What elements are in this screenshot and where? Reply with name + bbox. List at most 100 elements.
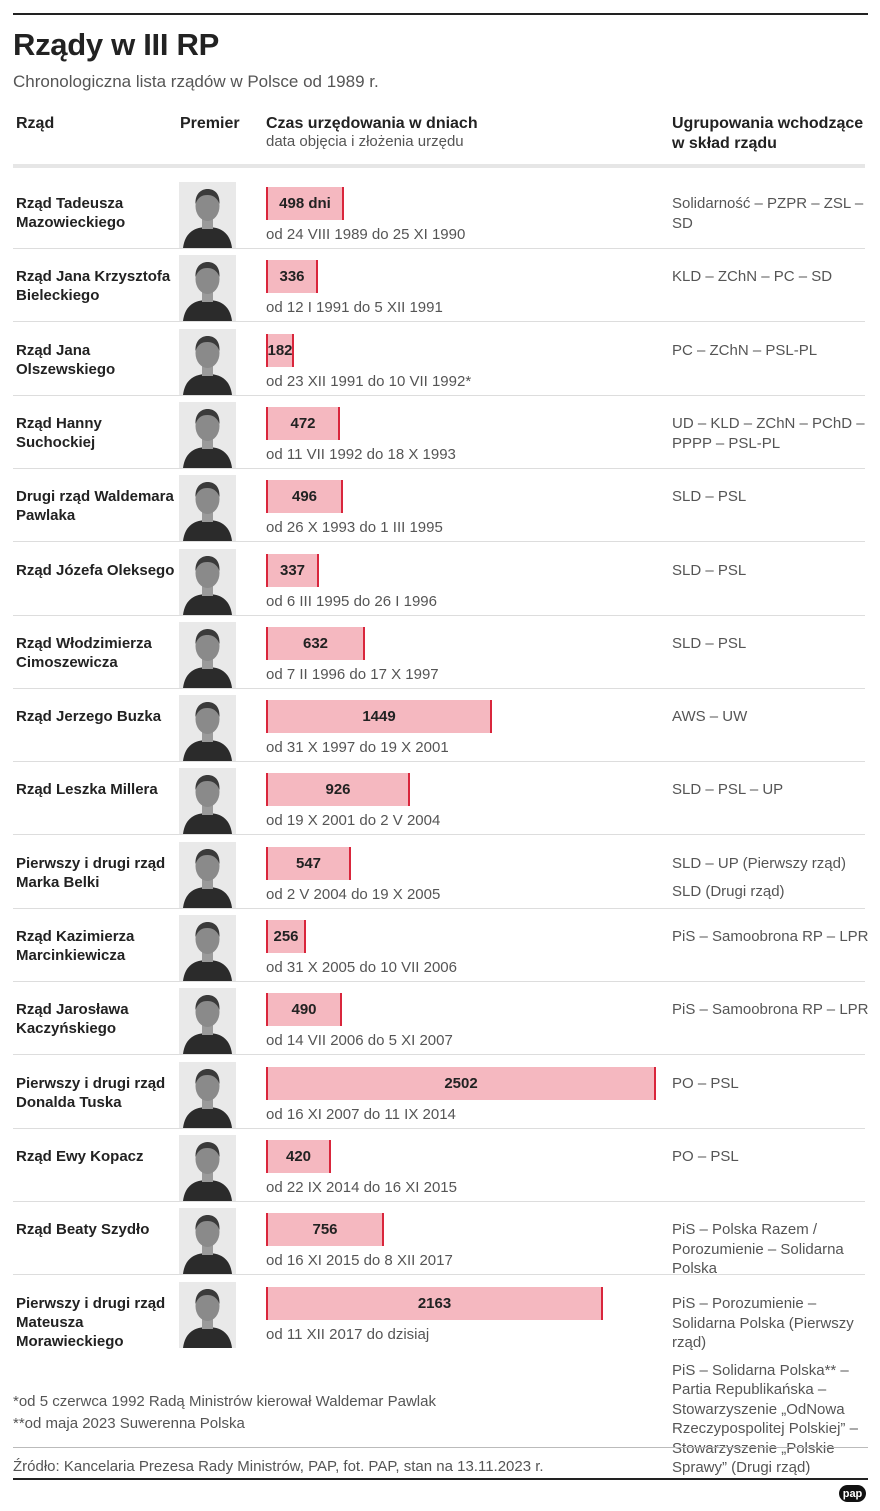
party-list: SLD – PSL bbox=[672, 562, 747, 579]
row-divider bbox=[13, 468, 865, 469]
duration-label: 2163 bbox=[417, 1295, 452, 1312]
coalition-parties: AWS – UW bbox=[672, 707, 872, 735]
duration-label: 926 bbox=[325, 781, 351, 798]
term-dates: od 11 XII 2017 do dzisiaj bbox=[266, 1326, 430, 1343]
row-divider bbox=[13, 1128, 865, 1129]
government-name: Rząd Jarosława Kaczyńskiego bbox=[16, 1001, 129, 1037]
government-name: Rząd Włodzimierza Cimoszewicza bbox=[16, 635, 152, 671]
source-rule bbox=[13, 1447, 868, 1448]
duration-label: 490 bbox=[291, 1001, 317, 1018]
premier-photo bbox=[179, 768, 236, 834]
term-dates: od 6 III 1995 do 26 I 1996 bbox=[266, 593, 437, 610]
party-list: SLD – PSL bbox=[672, 488, 747, 505]
party-list: SLD – UP (Pierwszy rząd) bbox=[672, 855, 846, 872]
term-dates: od 31 X 2005 do 10 VII 2006 bbox=[266, 959, 457, 976]
party-list: PiS – Samoobrona RP – LPR bbox=[672, 1001, 869, 1018]
footnote-1: *od 5 czerwca 1992 Radą Ministrów kierow… bbox=[13, 1393, 436, 1410]
duration-label: 547 bbox=[295, 855, 322, 872]
duration-bar: 490 bbox=[266, 993, 342, 1026]
row-divider bbox=[13, 688, 865, 689]
coalition-parties: SLD – PSL – UP bbox=[672, 780, 872, 808]
duration-bar: 632 bbox=[266, 627, 365, 660]
coalition-parties: SLD – UP (Pierwszy rząd) SLD (Drugi rząd) bbox=[672, 854, 872, 909]
duration-bar: 496 bbox=[266, 480, 343, 513]
coalition-parties: PiS – Polska Razem / Porozumienie – Soli… bbox=[672, 1220, 872, 1287]
duration-bar: 926 bbox=[266, 773, 410, 806]
party-list: PiS – Polska Razem / Porozumienie – Soli… bbox=[672, 1221, 844, 1277]
government-name: Rząd Hanny Suchockiej bbox=[16, 415, 102, 451]
source-note: Źródło: Kancelaria Prezesa Rady Ministró… bbox=[13, 1458, 544, 1475]
top-rule bbox=[13, 13, 868, 15]
coalition-parties: Solidarność – PZPR – ZSL – SD bbox=[672, 194, 872, 241]
premier-photo bbox=[179, 695, 236, 761]
duration-label: 337 bbox=[279, 562, 306, 579]
duration-label: 1449 bbox=[362, 708, 396, 725]
government-table: Rząd Tadeusza Mazowieckiego 498 dni od 24 … bbox=[13, 182, 872, 1476]
row-divider bbox=[13, 615, 865, 616]
coalition-parties: PiS – Porozumienie – Solidarna Polska (P… bbox=[672, 1294, 872, 1486]
government-name: Pierwszy i drugi rząd Mateusza Morawieck… bbox=[16, 1295, 166, 1350]
duration-label: 472 bbox=[290, 415, 316, 432]
duration-bar: 256 bbox=[266, 920, 306, 953]
premier-photo bbox=[179, 842, 236, 908]
party-list: SLD – PSL bbox=[672, 635, 747, 652]
premier-photo bbox=[179, 1282, 236, 1348]
coalition-parties: PiS – Samoobrona RP – LPR bbox=[672, 927, 872, 955]
term-dates: od 2 V 2004 do 19 X 2005 bbox=[266, 886, 441, 903]
duration-bar: 336 bbox=[266, 260, 318, 293]
term-dates: od 31 X 1997 do 19 X 2001 bbox=[266, 739, 449, 756]
duration-label: 256 bbox=[273, 928, 299, 945]
bottom-rule bbox=[13, 1478, 868, 1480]
coalition-parties: PO – PSL bbox=[672, 1147, 872, 1175]
party-list: PO – PSL bbox=[672, 1075, 739, 1092]
page-title: Rządy w III RP bbox=[13, 27, 219, 62]
premier-photo bbox=[179, 988, 236, 1054]
government-name: Rząd Kazimierza Marcinkiewicza bbox=[16, 928, 135, 964]
premier-photo bbox=[179, 255, 236, 321]
party-list: PO – PSL bbox=[672, 1148, 739, 1165]
government-name: Rząd Jana Krzysztofa Bieleckiego bbox=[16, 268, 171, 304]
column-header-parties: Ugrupowania wchodzące w skład rządu bbox=[672, 115, 864, 152]
term-dates: od 16 XI 2015 do 8 XII 2017 bbox=[266, 1252, 453, 1269]
government-name: Rząd Jana Olszewskiego bbox=[16, 342, 116, 378]
column-header-duration-sub: data objęcia i złożenia urzędu bbox=[266, 133, 464, 150]
premier-photo bbox=[179, 1208, 236, 1274]
government-name: Rząd Józefa Oleksego bbox=[16, 562, 175, 579]
premier-photo bbox=[179, 329, 236, 395]
coalition-parties: PiS – Samoobrona RP – LPR bbox=[672, 1000, 872, 1028]
premier-photo bbox=[179, 1062, 236, 1128]
party-list: KLD – ZChN – PC – SD bbox=[672, 268, 833, 285]
government-name: Drugi rząd Waldemara Pawlaka bbox=[16, 488, 174, 524]
term-dates: od 11 VII 1992 do 18 X 1993 bbox=[266, 446, 456, 463]
coalition-parties: SLD – PSL bbox=[672, 634, 872, 662]
column-header-government: Rząd bbox=[16, 115, 55, 132]
term-dates: od 14 VII 2006 do 5 XI 2007 bbox=[266, 1032, 453, 1049]
term-dates: od 24 VIII 1989 do 25 XI 1990 bbox=[266, 226, 466, 243]
duration-bar: 420 bbox=[266, 1140, 331, 1173]
row-divider bbox=[13, 541, 865, 542]
premier-photo bbox=[179, 1135, 236, 1201]
term-dates: od 12 I 1991 do 5 XII 1991 bbox=[266, 299, 443, 316]
row-divider bbox=[13, 248, 865, 249]
coalition-parties: SLD – PSL bbox=[672, 487, 872, 515]
coalition-parties: UD – KLD – ZChN – PChD – PPPP – PSL-PL bbox=[672, 414, 872, 461]
row-divider bbox=[13, 1274, 865, 1275]
premier-photo bbox=[179, 402, 236, 468]
row-divider bbox=[13, 1054, 865, 1055]
premier-photo bbox=[179, 475, 236, 541]
row-divider bbox=[13, 981, 865, 982]
government-name: Rząd Leszka Millera bbox=[16, 781, 158, 798]
party-list: SLD (Drugi rząd) bbox=[672, 882, 785, 900]
duration-bar: 756 bbox=[266, 1213, 384, 1246]
pap-logo: pap bbox=[839, 1485, 866, 1502]
duration-label: 420 bbox=[285, 1148, 312, 1165]
premier-photo bbox=[179, 549, 236, 615]
duration-label: 336 bbox=[279, 268, 305, 285]
party-list: SLD – PSL – UP bbox=[672, 781, 784, 798]
duration-bar: 182 bbox=[266, 334, 294, 367]
party-list: PiS – Porozumienie – Solidarna Polska (P… bbox=[672, 1295, 854, 1351]
row-divider bbox=[13, 395, 865, 396]
government-name: Pierwszy i drugi rząd Donalda Tuska bbox=[16, 1075, 166, 1111]
government-name: Pierwszy i drugi rząd Marka Belki bbox=[16, 855, 166, 891]
premier-photo bbox=[179, 915, 236, 981]
